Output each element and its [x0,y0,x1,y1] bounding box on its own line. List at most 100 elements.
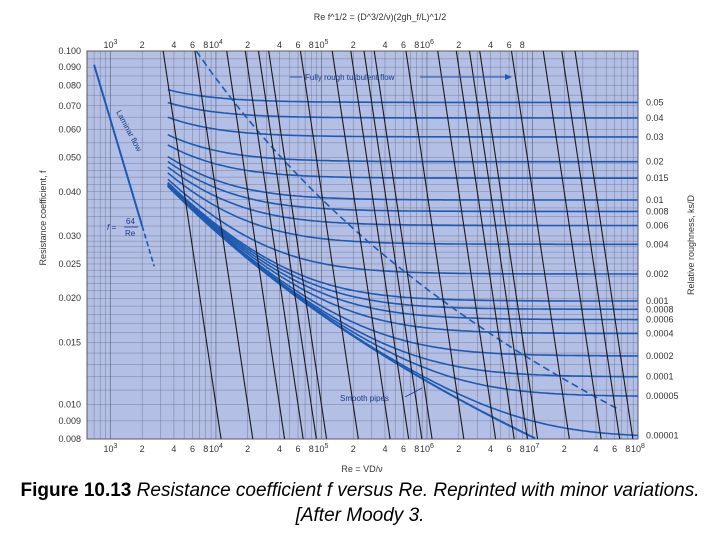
annotation-formula-den: Re [125,229,136,238]
roughness-label: 0.008 [646,206,669,216]
x-axis-label: Re = VD/ν [341,464,383,474]
x-tick-label: 4 [488,444,493,454]
top-tick-label: 4 [488,40,493,50]
x-tick-label: 2 [562,444,567,454]
re-sqrt-f-line [331,50,391,440]
re-sqrt-f-line [299,50,359,440]
top-axis-label: Re f^1/2 = (D^3/2/ν)(2gh_f/L)^1/2 [314,12,446,22]
roughness-label: 0.03 [646,132,664,142]
roughness-curves [93,50,639,440]
roughness-label: 0.0001 [646,372,674,382]
roughness-label: 0.01 [646,195,664,205]
top-tick-label: 8 [309,40,314,50]
re-sqrt-f-line [363,50,423,440]
roughness-curve [167,181,638,302]
top-tick-label: 4 [382,40,387,50]
y-tick-label: 0.060 [58,124,81,134]
laminar-line-dashed [141,225,155,267]
x-tick-label: 6 [296,444,301,454]
re-sqrt-f-line [405,50,465,440]
top-tick-label: 2 [351,40,356,50]
smooth-pipe-curve [167,185,536,440]
roughness-curve [167,116,638,138]
arrow-head-icon [505,74,512,80]
x-tick-exponent: 6 [430,443,434,450]
y-tick-label: 0.020 [58,293,81,303]
x-tick-label: 8 [309,444,314,454]
top-tick-label: 2 [245,40,250,50]
y-tick-label: 0.010 [58,400,81,410]
roughness-curve [167,160,638,213]
x-tick-label: 2 [351,444,356,454]
re-sqrt-f-line [479,50,539,440]
roughness-label: 0.002 [646,269,669,279]
x-tick-label: 104 [209,443,223,454]
caption-text: Resistance coefficient f versus Re. Repr… [136,480,700,526]
roughness-curve [167,178,638,275]
x-tick-label: 8 [414,444,419,454]
top-tick-exponent: 3 [113,39,117,46]
annotation-smooth: Smooth pipes [340,394,389,403]
top-tick-label: 4 [277,40,282,50]
caption-label: Figure 10.13 [20,480,132,501]
laminar-line [93,64,144,227]
x-tick-label: 4 [382,444,387,454]
top-tick-label: 8 [414,40,419,50]
annotation-formula-num: 64 [126,217,135,226]
x-tick-label: 6 [507,444,512,454]
re-sqrt-f-line [468,50,528,440]
roughness-curve [167,101,638,119]
re-sqrt-f-line [226,50,286,440]
x-tick-label: 105 [314,443,328,454]
roughness-label: 0.05 [646,97,664,107]
x-tick-label: 8 [203,444,208,454]
re-sqrt-f-line [437,50,497,440]
re-sqrt-f-line [574,50,634,440]
x-tick-label: 6 [612,444,617,454]
re-sqrt-f-line [350,50,410,440]
x-tick-label: 8 [625,444,630,454]
top-tick-label: 105 [314,39,328,50]
top-tick-label: 4 [171,40,176,50]
roughness-label: 0.0008 [646,304,674,314]
annotation-formula-lhs: f = [107,223,116,232]
top-tick-label: 103 [103,39,117,50]
re-sqrt-f-line [194,50,254,440]
y-tick-label: 0.008 [58,434,81,444]
roughness-curve [167,184,638,335]
x-tick-label: 4 [171,444,176,454]
y-tick-label: 0.025 [58,259,81,269]
top-tick-label: 2 [456,40,461,50]
x-tick-exponent: 4 [219,443,223,450]
y-tick-label: 0.030 [58,231,81,241]
top-tick-label: 106 [420,39,434,50]
y-tick-label: 0.015 [58,337,81,347]
x-tick-label: 6 [401,444,406,454]
roughness-curve [167,88,638,104]
re-sqrt-f-line [561,50,621,440]
roughness-label: 0.006 [646,220,669,230]
roughness-curve [167,182,638,311]
top-tick-label: 104 [209,39,223,50]
roughness-label: 0.001 [646,296,669,306]
x-tick-label: 8 [520,444,525,454]
x-tick-exponent: 3 [113,443,117,450]
x-tick-exponent: 5 [325,443,329,450]
y-axis-label: Resistance coefficient, f [38,170,48,265]
top-tick-exponent: 6 [430,39,434,46]
top-tick-label: 8 [203,40,208,50]
x-tick-label: 2 [456,444,461,454]
roughness-label: 0.02 [646,157,664,167]
x-tick-label: 106 [420,443,434,454]
y-tick-label: 0.070 [58,101,81,111]
re-sqrt-f-line [162,50,222,440]
tick-labels: 0.1000.0900.0800.0700.0600.0500.0400.030… [58,39,678,454]
y-tick-label: 0.040 [58,187,81,197]
re-sqrt-f-line [455,50,515,440]
x-tick-label: 103 [103,443,117,454]
roughness-label: 0.004 [646,239,669,249]
y-tick-label: 0.100 [58,46,81,56]
re-sqrt-f-line [510,50,570,440]
x-tick-label: 2 [245,444,250,454]
